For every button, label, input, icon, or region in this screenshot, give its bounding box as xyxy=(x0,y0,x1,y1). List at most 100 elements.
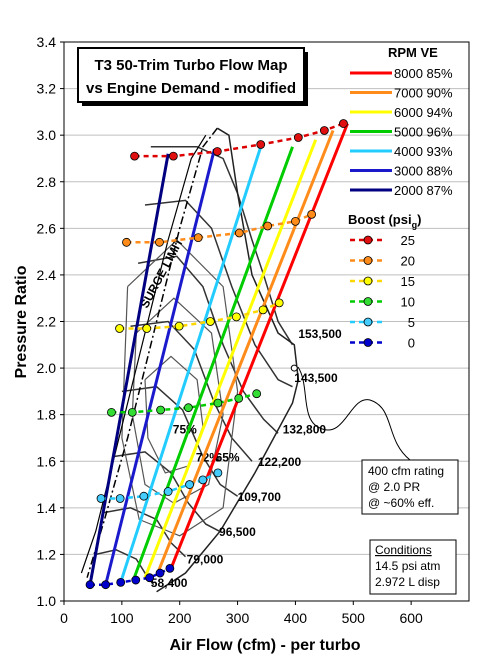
legend-boost-label: 0 xyxy=(408,336,415,351)
legend-boost-marker xyxy=(363,338,373,347)
data-point xyxy=(96,494,106,503)
y-tick-label: 2.6 xyxy=(37,220,57,236)
surge-limit-line xyxy=(86,127,218,578)
rating-point-marker xyxy=(290,364,298,372)
contour-label: 122,200 xyxy=(258,455,302,469)
data-point xyxy=(122,237,131,247)
data-point xyxy=(116,577,126,587)
x-tick-label: 300 xyxy=(226,610,250,626)
data-point xyxy=(293,133,303,142)
x-tick-label: 400 xyxy=(284,610,308,626)
y-tick-label: 2.8 xyxy=(37,174,57,190)
legend-rpm-label: 4000 93% xyxy=(394,144,453,159)
legend-boost-label: 5 xyxy=(408,315,415,330)
contour-label: 143,500 xyxy=(294,371,338,385)
data-point xyxy=(156,405,166,415)
data-point xyxy=(319,126,329,135)
data-point xyxy=(263,221,273,231)
y-tick-label: 2.2 xyxy=(37,314,57,330)
legend-rpm-label: 6000 94% xyxy=(394,105,453,120)
x-tick-label: 500 xyxy=(342,610,366,626)
y-tick-label: 2.0 xyxy=(37,360,57,376)
data-point xyxy=(213,468,223,478)
data-point xyxy=(291,216,300,226)
y-tick-label: 1.6 xyxy=(37,453,57,469)
y-tick-label: 3.0 xyxy=(37,127,57,143)
contour-label: 75% xyxy=(173,422,197,436)
speed-line xyxy=(150,146,294,346)
data-point xyxy=(205,317,215,326)
legend-rpm-label: 8000 85% xyxy=(394,66,453,81)
surge-limit-edge xyxy=(80,134,207,574)
x-tick-label: 0 xyxy=(60,610,68,626)
legend-boost-label: 10 xyxy=(401,295,415,310)
legend-boost-marker xyxy=(363,276,373,286)
data-point xyxy=(183,403,193,413)
rpm-line xyxy=(119,146,263,583)
y-tick-label: 2.4 xyxy=(37,267,57,283)
rpm-series-lines xyxy=(88,122,349,586)
data-point xyxy=(155,568,165,578)
rating-line-1: 400 cfm rating xyxy=(368,464,444,478)
data-point xyxy=(252,389,262,399)
data-point xyxy=(101,580,111,590)
data-point xyxy=(232,312,241,322)
data-point xyxy=(115,324,124,333)
rating-annotation: 400 cfm rating @ 2.0 PR @ ~60% eff. xyxy=(297,366,459,515)
x-tick-label: 600 xyxy=(399,610,423,626)
rpm-line xyxy=(104,148,216,586)
legend-rpm-label: 7000 90% xyxy=(394,86,453,101)
legend-boost-marker xyxy=(363,235,373,245)
data-point xyxy=(234,228,244,238)
x-axis-label: Air Flow (cfm) - per turbo xyxy=(169,637,360,654)
contour-label: 96,500 xyxy=(219,525,256,539)
data-point-markers xyxy=(85,119,348,590)
rating-line-3: @ ~60% eff. xyxy=(368,496,434,510)
data-point xyxy=(174,321,184,331)
data-point xyxy=(168,151,178,161)
data-point xyxy=(256,140,266,149)
legend-boost-label: 15 xyxy=(401,274,415,289)
y-axis-label: Pressure Ratio xyxy=(13,265,30,378)
legend-rpm-label: 5000 96% xyxy=(394,125,453,140)
efficiency-island xyxy=(121,239,239,537)
chart-title: T3 50-Trim Turbo Flow Map xyxy=(94,57,287,74)
chart-subtitle: vs Engine Demand - modified xyxy=(86,80,296,97)
x-tick-label: 100 xyxy=(110,610,134,626)
title-box: T3 50-Trim Turbo Flow Map vs Engine Dema… xyxy=(77,47,308,106)
contour-label: 79,000 xyxy=(187,553,224,567)
legend-boost-header-main: Boost (psi xyxy=(348,212,412,227)
data-point xyxy=(213,398,223,408)
conditions-line-1: 14.5 psi atm xyxy=(375,559,440,573)
legend-boost-label: 20 xyxy=(401,254,415,269)
legend-rpm-label: 3000 88% xyxy=(394,164,453,179)
data-point xyxy=(145,573,155,583)
speed-line xyxy=(144,199,293,388)
rating-pointer-line xyxy=(297,366,411,461)
contour-label: 58,400 xyxy=(151,576,188,590)
legend-boost-marker xyxy=(363,256,373,265)
data-point xyxy=(307,209,317,219)
y-tick-label: 1.4 xyxy=(37,500,57,516)
choke-boundary xyxy=(156,127,300,593)
legend-rpm-header: RPM VE xyxy=(388,45,438,60)
y-tick-label: 1.2 xyxy=(37,546,57,562)
speed-line xyxy=(137,255,279,434)
x-tick-label: 200 xyxy=(168,610,192,626)
data-point xyxy=(142,324,152,333)
legend-boost-header-close: ) xyxy=(417,212,421,227)
data-point xyxy=(163,487,173,496)
legend: RPM VE 8000 85% 7000 90% 6000 94% 5000 96% 4… xyxy=(348,45,453,351)
legend-boost-header: Boost (psig) xyxy=(348,212,421,230)
y-tick-label: 3.2 xyxy=(37,81,57,97)
data-point xyxy=(85,580,95,590)
contour-label: 109,700 xyxy=(238,490,282,504)
data-point xyxy=(234,393,244,403)
contour-label: 65% xyxy=(216,450,240,464)
axes: 1.0 1.2 1.4 1.6 1.8 2.0 2.2 2.4 2.6 2.8 3.0 3.2 3.4 0… xyxy=(37,34,424,626)
data-point xyxy=(155,237,164,247)
data-point xyxy=(130,151,139,161)
data-point xyxy=(274,298,284,308)
legend-boost-header-sub: g xyxy=(412,220,418,230)
legend-boost-entries: 25 20 15 10 5 0 xyxy=(350,233,415,351)
